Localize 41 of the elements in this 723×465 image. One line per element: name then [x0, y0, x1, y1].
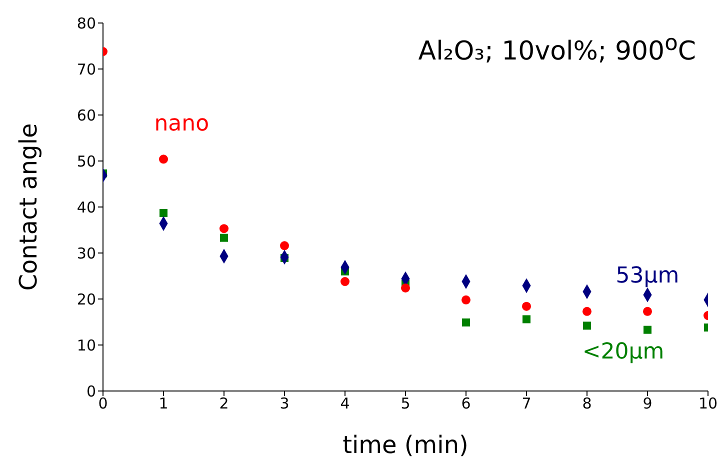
- x-tick-label: 2: [219, 394, 229, 413]
- x-tick-label: 3: [280, 394, 290, 413]
- point: [462, 318, 470, 326]
- y-axis-title: Contact angle: [14, 123, 43, 291]
- x-tick-label: 10: [698, 394, 718, 413]
- point: [522, 315, 530, 324]
- point: [583, 322, 591, 330]
- x-tick-label: 1: [158, 394, 168, 413]
- series-label: <20μm: [582, 339, 664, 364]
- point: [280, 241, 290, 250]
- y-tick-label: 10: [76, 336, 96, 354]
- y-tick-label: 40: [76, 198, 96, 216]
- x-tick-label: 0: [98, 394, 108, 413]
- point: [400, 283, 410, 292]
- x-tick-label: 6: [461, 394, 471, 413]
- x-tick-label: 4: [340, 394, 350, 413]
- y-tick-label: 0: [86, 382, 96, 400]
- series-label: nano: [154, 112, 210, 137]
- y-tick-label: 70: [76, 60, 96, 78]
- point: [219, 224, 229, 234]
- y-tick-label: 60: [76, 106, 96, 124]
- chart-title: Al₂O₃; 10vol%; 900$^{o}$C: [418, 31, 696, 67]
- y-tick-label: 80: [76, 14, 96, 32]
- point: [461, 295, 471, 304]
- x-tick-label: 9: [642, 394, 652, 413]
- point: [340, 277, 350, 286]
- point: [522, 302, 532, 311]
- point: [644, 326, 652, 334]
- x-tick-label: 8: [582, 394, 592, 413]
- x-tick-label: 7: [522, 394, 532, 413]
- point: [642, 306, 652, 316]
- point: [220, 234, 228, 242]
- point: [158, 154, 168, 164]
- point: [582, 306, 592, 316]
- y-tick-label: 50: [76, 152, 96, 170]
- y-tick-label: 20: [76, 290, 96, 308]
- x-tick-label: 5: [400, 394, 410, 413]
- series-label: 53μm: [616, 264, 680, 288]
- y-tick-label: 30: [76, 244, 96, 262]
- point: [160, 208, 168, 217]
- x-axis-title: time (min): [342, 431, 468, 459]
